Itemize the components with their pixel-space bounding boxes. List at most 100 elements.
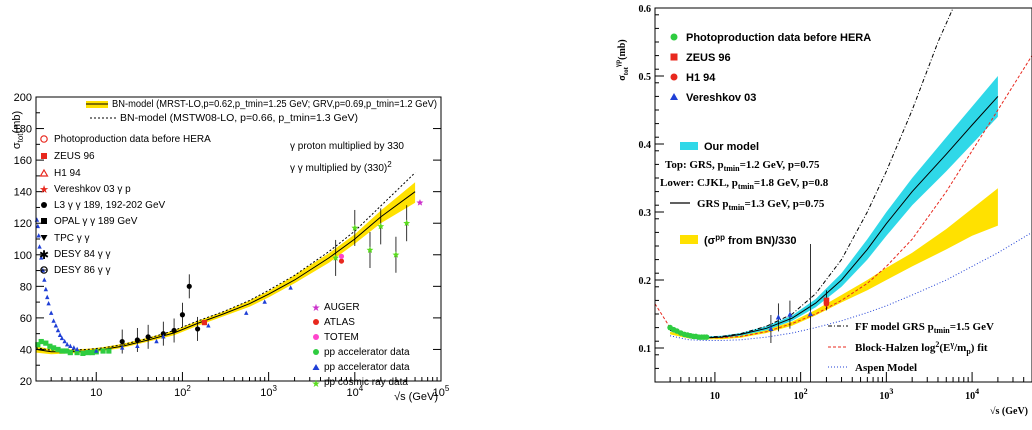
legend-asterisk-marker: ✱ bbox=[39, 248, 49, 262]
left-note-gamma-proton: γ proton multiplied by 330 bbox=[290, 141, 404, 152]
left-x-axis-label: √s (GeV) bbox=[394, 391, 438, 403]
left-data-point bbox=[50, 345, 57, 351]
left-data-point bbox=[71, 345, 77, 350]
left-data-point bbox=[43, 340, 49, 346]
right-axis-ticks: 0.1 0.2 0.3 0.4 0.5 0.6 10 102 103 104 bbox=[639, 4, 1032, 402]
left-legend-item-8: DESY 86 γ γ bbox=[54, 265, 111, 276]
left-data-point bbox=[195, 326, 201, 332]
left-legend2-item-5: pp cosmic ray data bbox=[324, 377, 408, 388]
legend-totem-marker bbox=[313, 334, 319, 340]
left-data-point bbox=[35, 342, 41, 348]
right-legend-top-2: H1 94 bbox=[686, 72, 716, 84]
left-data-point bbox=[68, 343, 73, 348]
right-cyan-band bbox=[670, 76, 998, 339]
left-data-point bbox=[37, 244, 42, 249]
legend-photo-marker bbox=[670, 33, 678, 41]
left-data-point bbox=[160, 331, 166, 337]
left-legend2-item-2: TOTEM bbox=[324, 332, 359, 343]
left-data-point bbox=[80, 350, 86, 356]
left-data-point bbox=[100, 348, 106, 354]
right-x-tick-label: 10 bbox=[710, 391, 720, 402]
left-data-point bbox=[57, 332, 63, 337]
left-data-point bbox=[85, 350, 91, 356]
left-data-point bbox=[39, 255, 44, 260]
legend-black-circle-marker bbox=[41, 202, 47, 208]
left-y-axis-label: σtot(mb) bbox=[11, 111, 25, 149]
legend-down-triangle-marker bbox=[40, 235, 48, 241]
right-x-tick-label: 104 bbox=[965, 387, 979, 402]
left-data-point bbox=[201, 320, 208, 326]
right-legend-top-3: Vereshkov 03 bbox=[686, 92, 756, 104]
left-data-point bbox=[262, 299, 267, 304]
left-y-tick-label: 60 bbox=[20, 313, 32, 325]
right-legend-bottom: FF model GRS ptmin=1.5 GeV Block-Halzen … bbox=[828, 321, 994, 374]
left-data-point bbox=[179, 312, 186, 318]
right-x-tick-label: 103 bbox=[879, 387, 893, 402]
left-legend-item-1: ZEUS 96 bbox=[54, 151, 95, 162]
left-data-point bbox=[55, 327, 61, 333]
left-data-point bbox=[134, 337, 140, 343]
left-band-legend-label: BN-model (MRST-LO,p=0.62,p_tmin=1.25 GeV… bbox=[112, 99, 437, 110]
legend-pp-green-marker bbox=[313, 349, 319, 355]
left-plot-area bbox=[34, 172, 424, 356]
right-bh-label: Block-Halzen log2(Eγ/mp) fit bbox=[855, 340, 988, 356]
left-y-tick-label: 40 bbox=[20, 344, 32, 356]
left-data-point bbox=[55, 346, 61, 353]
right-plot-frame bbox=[654, 7, 1032, 383]
right-legend-top-1: ZEUS 96 bbox=[686, 52, 731, 64]
legend-open-triangle-marker bbox=[39, 168, 49, 177]
left-legend-item-5: OPAL γ γ 189 GeV bbox=[54, 216, 138, 227]
right-plot-area bbox=[655, 8, 1032, 382]
legend-h1-marker bbox=[670, 73, 678, 81]
right-y-tick-label: 0.2 bbox=[639, 276, 652, 287]
left-x-tick-label: 102 bbox=[174, 384, 191, 399]
left-data-point bbox=[47, 343, 53, 349]
left-y-tick-label: 140 bbox=[14, 187, 32, 199]
left-data-point bbox=[74, 346, 80, 352]
left-note-gamma-gamma: γ γ multiplied by (330)2 bbox=[290, 160, 392, 174]
left-data-point bbox=[62, 338, 67, 344]
legend-open-circle-marker bbox=[40, 135, 48, 143]
legend-black-square-marker bbox=[41, 218, 47, 224]
left-data-point bbox=[89, 350, 95, 356]
left-data-point bbox=[38, 338, 44, 345]
left-y-tick-label: 160 bbox=[14, 155, 32, 167]
left-y-tick-label: 200 bbox=[14, 92, 32, 104]
right-y-tick-label: 0.4 bbox=[639, 140, 652, 151]
left-dotted-legend-label: BN-model (MSTW08-LO, p=0.66, p_tmin=1.3 … bbox=[120, 113, 358, 124]
left-data-point bbox=[338, 258, 345, 264]
right-grs-curve bbox=[669, 96, 999, 339]
left-legend-item-3: Vereshkov 03 γ p bbox=[54, 184, 131, 195]
legend-vereshkov-marker bbox=[670, 93, 678, 100]
right-yellow-band bbox=[670, 188, 998, 340]
left-data-point bbox=[154, 338, 159, 344]
legend-red-star-marker: ★ bbox=[39, 184, 49, 196]
left-data-point bbox=[119, 338, 125, 345]
left-legend-item-6: TPC γ γ bbox=[54, 233, 90, 244]
left-data-point bbox=[74, 350, 80, 356]
left-y-tick-label: 180 bbox=[14, 124, 32, 136]
right-data-point bbox=[703, 334, 710, 340]
right-legend-top-0: Photoproduction data before HERA bbox=[686, 32, 871, 44]
right-data-point bbox=[768, 325, 774, 332]
left-data-point bbox=[206, 323, 211, 328]
right-y-tick-label: 0.5 bbox=[639, 72, 652, 83]
left-data-point bbox=[51, 318, 56, 323]
right-grs-label: GRS ptmin=1.3 GeV, p=0.75 bbox=[697, 198, 825, 212]
legend-zeus-marker bbox=[670, 53, 678, 61]
left-data-point bbox=[43, 286, 49, 292]
left-data-point bbox=[186, 283, 192, 289]
legend-auger-marker: ★ bbox=[312, 303, 321, 314]
left-data-point bbox=[34, 217, 40, 222]
left-data-point bbox=[332, 254, 340, 261]
left-data-point bbox=[171, 327, 177, 334]
left-data-point bbox=[45, 294, 50, 300]
left-data-point bbox=[64, 342, 70, 347]
right-y-tick-label: 0.6 bbox=[639, 4, 652, 15]
right-data-point bbox=[807, 310, 814, 317]
left-data-point bbox=[377, 222, 385, 230]
left-data-point bbox=[106, 348, 112, 354]
left-data-point bbox=[59, 335, 65, 341]
